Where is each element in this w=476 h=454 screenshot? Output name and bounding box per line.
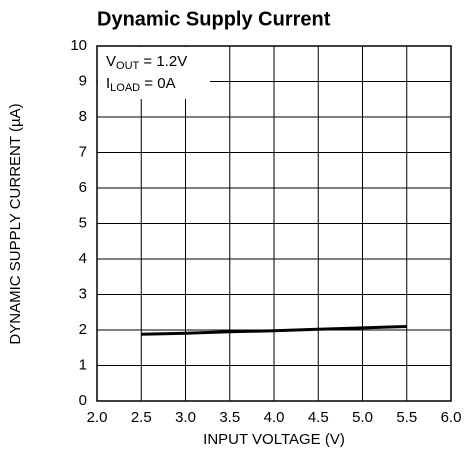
x-axis-label: INPUT VOLTAGE (V) [203,431,345,448]
x-tick-label: 6.0 [441,409,462,426]
y-tick-label: 5 [79,214,87,231]
x-tick-label: 4.0 [264,409,285,426]
y-tick-label: 10 [70,37,87,54]
y-tick-label: 4 [79,250,87,267]
y-tick-label: 8 [79,108,87,125]
y-tick-label: 3 [79,285,87,302]
x-tick-label: 3.5 [219,409,240,426]
annotation-part: LOAD [110,82,140,94]
y-tick-label: 9 [79,72,87,89]
annotation-box [98,47,210,99]
annotation-part: I [106,75,110,92]
y-tick-label: 2 [79,321,87,338]
y-tick-label: 1 [79,356,87,373]
annotation: VOUT = 1.2V [106,53,187,72]
x-tick-label: 4.5 [308,409,329,426]
data-line [141,324,407,336]
y-tick-label: 0 [79,392,87,409]
annotation-part: V [106,53,116,70]
x-tick-label: 5.0 [352,409,373,426]
annotation-part: OUT [116,60,140,72]
chart-title: Dynamic Supply Current [97,8,331,30]
x-tick-label: 5.5 [396,409,417,426]
plot-frame [96,45,452,402]
x-tick-label: 3.0 [175,409,196,426]
y-tick-label: 6 [79,179,87,196]
y-axis-label: DYNAMIC SUPPLY CURRENT (µA) [7,103,24,344]
annotation: ILOAD = 0A [106,75,176,94]
annotation-part: = 1.2V [139,53,187,70]
x-tick-label: 2.0 [87,409,108,426]
y-tick-label: 7 [79,143,87,160]
annotation-part: = 0A [140,75,175,92]
x-tick-label: 2.5 [131,409,152,426]
